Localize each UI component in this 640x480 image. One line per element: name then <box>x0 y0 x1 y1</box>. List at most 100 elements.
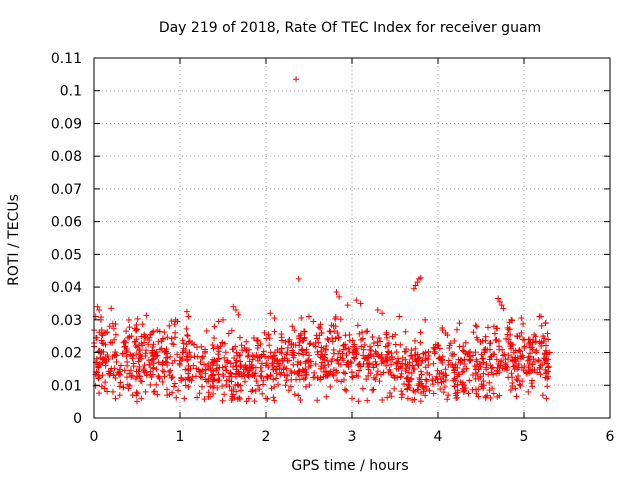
data-point <box>166 368 173 375</box>
data-point <box>273 363 280 370</box>
data-point <box>505 352 512 359</box>
data-point <box>139 321 146 328</box>
data-point <box>295 275 302 282</box>
data-point <box>409 362 416 369</box>
data-point <box>373 371 380 378</box>
data-point <box>299 366 306 373</box>
data-point <box>178 375 185 382</box>
data-point <box>162 358 169 365</box>
data-point <box>119 350 126 357</box>
data-point <box>182 366 189 373</box>
data-point <box>94 303 101 310</box>
data-point <box>323 342 330 349</box>
data-point <box>536 338 543 345</box>
data-point <box>233 357 240 364</box>
data-point <box>341 386 348 393</box>
data-point <box>352 347 359 354</box>
data-point <box>99 372 106 379</box>
data-point <box>319 353 326 360</box>
data-point <box>228 327 235 334</box>
data-point <box>98 350 105 357</box>
data-point <box>323 393 330 400</box>
data-point <box>543 356 550 363</box>
data-point <box>365 364 372 371</box>
data-point <box>431 350 438 357</box>
data-point <box>136 373 143 380</box>
data-point <box>422 392 429 399</box>
data-point <box>271 397 278 404</box>
data-point <box>370 340 377 347</box>
data-point <box>183 325 190 332</box>
data-point <box>230 391 237 398</box>
data-point <box>358 343 365 350</box>
data-point <box>184 332 191 339</box>
data-point <box>199 367 206 374</box>
data-point <box>409 397 416 403</box>
data-point <box>507 386 514 393</box>
data-point <box>249 387 256 394</box>
data-point <box>151 388 158 395</box>
data-point <box>129 372 136 379</box>
data-point <box>266 342 273 349</box>
data-point <box>259 390 266 397</box>
data-point <box>328 358 335 365</box>
data-point <box>197 373 204 380</box>
data-point <box>505 326 512 333</box>
data-point <box>359 385 366 392</box>
data-point <box>324 335 331 342</box>
data-point <box>166 322 173 329</box>
data-point <box>392 341 399 348</box>
data-point <box>472 366 479 373</box>
data-point <box>112 321 119 328</box>
data-point <box>370 374 377 381</box>
data-point <box>357 363 364 370</box>
data-point <box>182 376 189 383</box>
data-point <box>416 374 423 381</box>
data-point <box>189 340 196 347</box>
data-point <box>257 364 264 371</box>
data-point <box>374 368 381 375</box>
data-point <box>284 371 291 378</box>
data-point <box>244 353 251 360</box>
data-point <box>126 333 133 340</box>
data-point <box>346 331 353 338</box>
data-point <box>167 353 174 360</box>
data-point <box>335 334 342 341</box>
data-point <box>315 324 322 331</box>
data-point <box>364 328 371 335</box>
data-point <box>494 367 501 374</box>
data-point <box>407 352 414 359</box>
data-point <box>403 346 410 353</box>
data-point <box>343 352 350 359</box>
data-point <box>228 397 235 403</box>
data-point <box>524 357 531 364</box>
data-point <box>270 366 277 373</box>
data-point <box>159 336 166 343</box>
data-point <box>418 368 425 375</box>
data-point <box>474 336 481 343</box>
data-point <box>398 394 405 401</box>
data-point <box>285 387 292 394</box>
data-point <box>518 315 525 322</box>
data-point <box>422 349 429 356</box>
data-point <box>311 369 318 376</box>
data-point <box>150 341 157 348</box>
data-point <box>459 385 466 392</box>
data-point <box>306 341 313 348</box>
data-point <box>483 361 490 368</box>
data-point <box>482 347 489 354</box>
y-tick-label: 0.08 <box>51 149 82 165</box>
data-point <box>211 334 218 341</box>
data-point <box>509 357 516 364</box>
data-point <box>159 367 166 374</box>
data-point <box>112 395 119 402</box>
data-point <box>279 358 286 365</box>
data-point <box>333 367 340 374</box>
data-point <box>391 374 398 381</box>
data-point <box>310 341 317 348</box>
data-point <box>211 323 218 330</box>
data-point <box>227 360 234 367</box>
data-point <box>164 392 171 399</box>
data-point <box>126 324 133 331</box>
data-point <box>356 367 363 374</box>
